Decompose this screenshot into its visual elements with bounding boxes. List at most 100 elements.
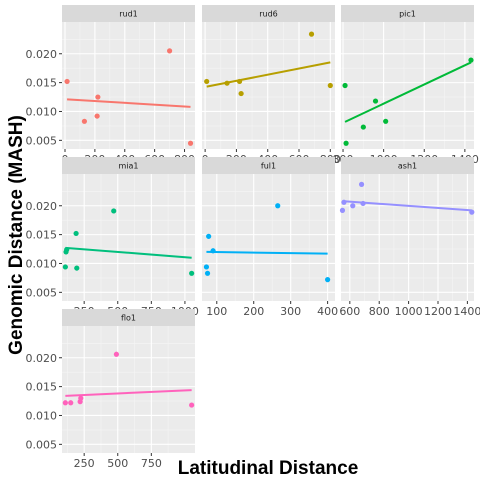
x-axis-title: Latitudinal Distance	[178, 458, 359, 479]
y-tick-label: 0.015	[26, 229, 58, 242]
data-point-ash1	[360, 200, 366, 207]
panel-background	[202, 22, 335, 149]
y-tick-label: 0.010	[26, 409, 58, 422]
trend-line-pic1	[344, 61, 472, 123]
data-point-ful1	[325, 277, 331, 283]
y-tick-label: 0.010	[26, 257, 58, 270]
facet-panel-ash1: ash1 600 800 1000 1200 1400	[339, 157, 480, 318]
data-point-mia1	[62, 264, 68, 270]
y-tick-label: 0.020	[26, 200, 58, 213]
data-point-pic1	[360, 124, 366, 130]
trend-line-ful1	[206, 250, 328, 255]
strip-label: mia1	[118, 162, 138, 171]
x-tick-label: 500	[107, 457, 128, 470]
facet-panel-rud6: rud60200400600800	[202, 5, 341, 166]
strip-background	[341, 157, 474, 174]
data-point-ash1	[350, 203, 356, 209]
x-tick-label: 300	[280, 305, 301, 318]
data-point-flo1	[68, 400, 74, 406]
data-point-pic1	[383, 118, 389, 124]
trend-line-rud1	[67, 98, 191, 108]
facet-panel-pic1: pic1800100012001400	[333, 5, 479, 166]
data-point-rud6	[224, 80, 230, 86]
strip-label: flo1	[121, 314, 136, 323]
data-point-rud6	[308, 31, 315, 37]
data-point-pic1	[343, 140, 349, 146]
y-tick-label: 0.005	[26, 134, 58, 147]
y-tick-label: 0.020	[26, 352, 58, 365]
data-point-ful1	[210, 248, 216, 254]
data-point-flo1	[113, 351, 120, 357]
panel-background	[62, 22, 195, 149]
y-tick-label: 0.010	[26, 105, 58, 118]
data-point-ful1	[206, 233, 212, 239]
data-point-ful1	[275, 203, 281, 209]
data-point-mia1	[111, 208, 117, 214]
y-tick-label: 0.015	[26, 77, 58, 90]
gridlines	[62, 326, 195, 453]
x-tick-label: 1400	[453, 305, 480, 318]
data-point-pic1	[468, 57, 474, 63]
y-axis-title: Genomic Distance (MASH)	[6, 115, 27, 355]
gridlines	[341, 22, 474, 149]
strip-background	[341, 5, 474, 22]
strip-label: rud1	[119, 10, 138, 19]
y-tick-label: 0.015	[26, 381, 58, 394]
strip-background	[202, 5, 335, 22]
gridlines	[62, 174, 195, 301]
strip-label: ful1	[261, 162, 276, 171]
data-point-ash1	[339, 207, 346, 213]
data-point-pic1	[372, 98, 379, 104]
data-point-rud1	[64, 78, 70, 85]
x-tick-label: 200	[243, 305, 264, 318]
data-point-ash1	[341, 199, 347, 205]
x-tick-label: 800	[369, 305, 390, 318]
data-point-flo1	[189, 402, 195, 408]
data-point-mia1	[189, 270, 195, 276]
strip-background	[62, 5, 195, 22]
gridlines	[62, 22, 195, 149]
panel-background	[341, 174, 474, 301]
facet-panels: rud10.0050.0100.0150.0200200400600800rud…	[26, 5, 480, 470]
strip-background	[62, 309, 195, 326]
data-point-rud1	[95, 94, 101, 100]
trend-line-mia1	[65, 246, 192, 259]
data-point-rud6	[238, 90, 244, 97]
trend-line-flo1	[65, 389, 192, 397]
x-tick-label: 250	[74, 457, 95, 470]
data-point-pic1	[342, 82, 348, 89]
data-point-mia1	[64, 247, 70, 253]
data-point-rud1	[166, 48, 173, 54]
strip-label: rud6	[259, 10, 278, 19]
data-point-mia1	[74, 265, 80, 271]
x-tick-label: 1000	[395, 305, 423, 318]
data-point-ful1	[203, 264, 210, 270]
data-point-rud1	[187, 140, 194, 146]
x-tick-label: 600	[339, 305, 360, 318]
panel-background	[62, 174, 195, 301]
x-tick-label: 100	[206, 305, 227, 318]
panel-background	[62, 326, 195, 453]
x-tick-label: 400	[317, 305, 338, 318]
data-point-rud1	[94, 113, 100, 119]
y-tick-label: 0.020	[26, 48, 58, 61]
y-tick-label: 0.005	[26, 286, 58, 299]
strip-background	[202, 157, 335, 174]
data-point-flo1	[62, 400, 68, 406]
data-point-ash1	[469, 209, 475, 215]
strip-background	[62, 157, 195, 174]
data-point-rud6	[327, 82, 333, 89]
strip-label: ash1	[398, 162, 417, 171]
facet-panel-flo1: flo1 0.005 0.010 0.015 0.020 250 500 750	[26, 309, 195, 470]
panel-background	[202, 174, 335, 301]
x-tick-label: 1200	[424, 305, 452, 318]
facet-panel-ful1: ful1 100 200 300 400	[202, 157, 338, 318]
x-tick-label: 750	[141, 457, 162, 470]
data-point-rud6	[236, 78, 243, 85]
data-point-mia1	[73, 230, 79, 237]
data-point-rud1	[81, 118, 88, 124]
panel-background	[341, 22, 474, 149]
